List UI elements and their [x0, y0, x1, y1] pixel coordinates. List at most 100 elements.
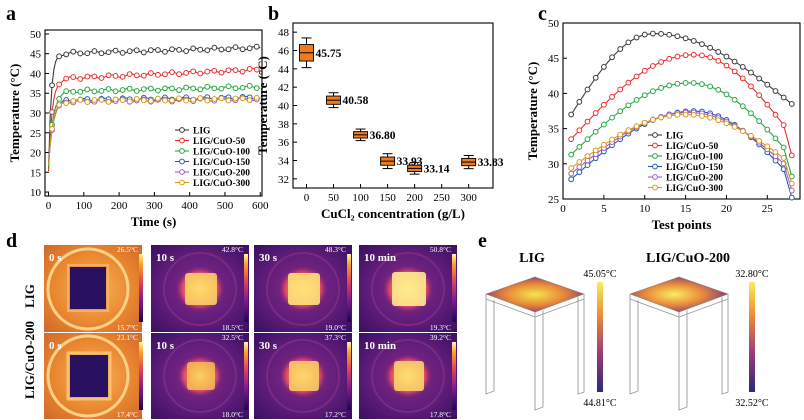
series-point — [584, 153, 591, 160]
x-tick-label: 300 — [460, 192, 477, 204]
x-tick-label: 50 — [328, 192, 340, 204]
series-point — [239, 46, 246, 53]
series-point — [731, 124, 738, 130]
series-point — [246, 82, 253, 89]
legend-label: LIG/CuO-300 — [666, 184, 723, 194]
series-point — [176, 46, 182, 53]
y-tick-label: 15 — [30, 167, 42, 179]
sim-min-lig: 44.81°C — [583, 398, 616, 409]
series-point — [232, 67, 239, 74]
series-point — [197, 46, 204, 53]
x-axis-label: Time (s) — [131, 214, 177, 229]
series-line-3 — [47, 95, 261, 165]
series-point — [253, 85, 260, 91]
legend-marker — [652, 174, 658, 180]
x-tick-label: 500 — [217, 200, 234, 212]
series-point — [190, 68, 197, 75]
series-point — [674, 53, 681, 60]
y-tick-label: 50 — [30, 29, 42, 41]
series-point — [239, 95, 246, 102]
x-tick-label: 15 — [680, 203, 692, 215]
y-tick-label: 36 — [278, 137, 290, 149]
series-point — [225, 83, 232, 90]
legend-label: LIG/CuO-100 — [666, 153, 723, 163]
thermal-time-lig-30s: 30 s — [259, 252, 278, 264]
series-point — [625, 127, 632, 134]
series-point — [764, 143, 771, 150]
series-point — [723, 91, 730, 98]
series-point — [699, 113, 705, 119]
series-point — [568, 151, 575, 158]
box-value-label: 40.58 — [343, 95, 369, 107]
series-point — [162, 85, 168, 92]
series-point — [625, 79, 632, 86]
series-point — [197, 86, 204, 93]
panel-label-e: e — [478, 230, 487, 252]
y-tick-label: 38 — [278, 119, 290, 131]
thermal-image-lig-10s — [151, 245, 249, 332]
y-tick-label: 35 — [548, 124, 560, 136]
series-line-0 — [570, 33, 793, 115]
series-point — [105, 72, 112, 79]
thermal-image-cuo-10s — [151, 333, 249, 419]
thermal-image-lig-30s — [254, 245, 352, 332]
series-point — [169, 69, 175, 76]
series-point — [169, 97, 175, 104]
series-line-1 — [47, 68, 261, 172]
legend-marker — [652, 132, 658, 138]
series-point — [788, 187, 795, 194]
series-point — [715, 49, 722, 55]
series-point — [788, 194, 795, 201]
series-line-5 — [47, 96, 261, 166]
series-point — [133, 47, 140, 54]
series-point — [649, 116, 656, 123]
series-point — [147, 85, 154, 92]
legend-label: LIG — [193, 127, 211, 137]
series-point — [239, 68, 246, 75]
legend-label: LIG/CuO-150 — [666, 163, 723, 173]
series-point — [162, 97, 168, 104]
series-point — [649, 63, 656, 69]
series-point — [641, 119, 648, 126]
series-point — [77, 88, 84, 95]
thermal-colorbar-cuo-10min — [452, 342, 456, 410]
thermal-colorbar-cuo-10s — [244, 342, 248, 410]
series-point — [155, 71, 161, 78]
series-point — [190, 96, 197, 103]
series-point — [56, 81, 63, 88]
x-tick-label: 200 — [111, 200, 128, 212]
box-value-label: 36.80 — [370, 130, 396, 142]
series-point — [707, 114, 714, 121]
y-tick-label: 32 — [278, 174, 289, 186]
series-point — [739, 128, 746, 135]
series-point — [609, 94, 615, 100]
series-point — [690, 38, 697, 44]
thermal-time-lig-0s: 0 s — [49, 252, 62, 264]
series-point — [253, 66, 260, 73]
series-point — [84, 99, 91, 105]
series-point — [98, 96, 105, 103]
series-point — [232, 95, 239, 102]
series-point — [253, 43, 260, 50]
x-tick-label: 300 — [146, 200, 163, 212]
series-point — [155, 47, 161, 53]
series-point — [690, 51, 697, 58]
series-point — [633, 73, 640, 80]
thermal-max-lig-10min: 50.8°C — [430, 245, 451, 254]
series-point — [633, 34, 640, 41]
series-point — [91, 88, 98, 95]
y-tick-label: 45 — [548, 53, 560, 65]
series-point — [723, 62, 730, 69]
thermal-min-lig-10min: 19.3°C — [430, 323, 451, 332]
series-point — [772, 111, 779, 118]
series-point — [126, 71, 133, 78]
series-point — [731, 58, 738, 65]
series-point — [133, 96, 140, 102]
thermal-max-cuo-10min: 39.2°C — [430, 333, 451, 342]
series-point — [84, 73, 91, 80]
series-point — [246, 97, 253, 104]
series-line-2 — [570, 82, 793, 177]
x-tick-label: 100 — [76, 200, 93, 212]
legend-marker — [652, 153, 658, 159]
series-point — [690, 111, 697, 118]
